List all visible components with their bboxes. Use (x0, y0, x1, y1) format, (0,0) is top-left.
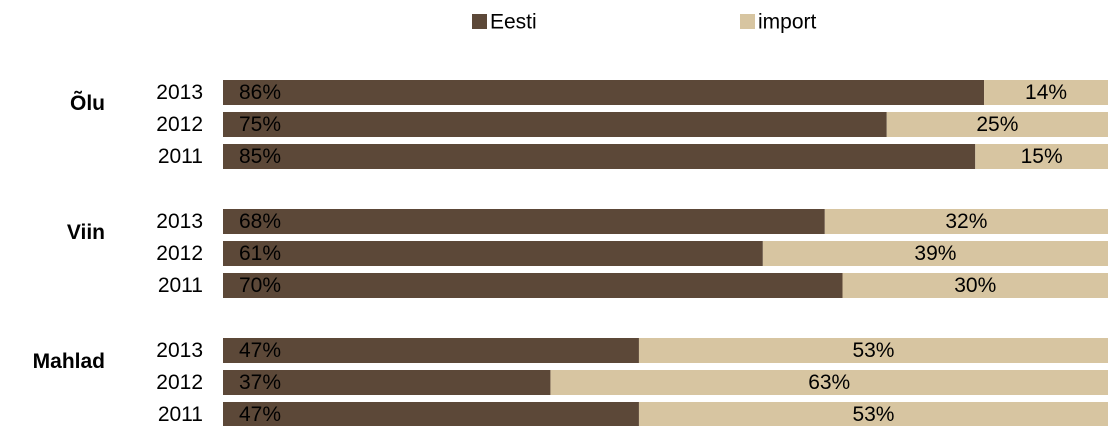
bar-segment (223, 209, 825, 234)
bar-segment (223, 273, 843, 298)
bar-segment (886, 112, 1108, 137)
value-label: 63% (808, 371, 850, 394)
category-label: 2011 (158, 403, 203, 426)
bar-segment (762, 241, 1108, 266)
value-label: 70% (239, 274, 281, 297)
value-label: 68% (239, 210, 281, 233)
value-label: 14% (1025, 81, 1067, 104)
group-label: Mahlad (33, 350, 105, 373)
bar-segment (975, 144, 1108, 169)
value-label: 53% (852, 403, 894, 426)
group-label: Viin (67, 221, 105, 244)
legend-label: import (758, 11, 817, 34)
category-label: 2012 (156, 113, 203, 136)
value-label: 85% (239, 145, 281, 168)
category-label: 2013 (156, 210, 203, 233)
value-label: 53% (852, 339, 894, 362)
bar-segment (638, 338, 1108, 363)
bar-segment (223, 241, 763, 266)
bar-segment (824, 209, 1108, 234)
value-label: 86% (239, 81, 281, 104)
value-label: 47% (239, 403, 281, 426)
legend-swatch (740, 14, 755, 29)
value-label: 25% (976, 113, 1018, 136)
value-label: 32% (945, 210, 987, 233)
value-label: 47% (239, 339, 281, 362)
bar-segment (223, 370, 551, 395)
bar-segment (984, 80, 1108, 105)
category-label: 2013 (156, 81, 203, 104)
bar-segment (550, 370, 1108, 395)
category-label: 2012 (156, 242, 203, 265)
group-label: Õlu (70, 91, 105, 115)
value-label: 61% (239, 242, 281, 265)
value-label: 37% (239, 371, 281, 394)
legend-swatch (472, 14, 487, 29)
value-label: 15% (1021, 145, 1063, 168)
bar-segment (638, 402, 1108, 426)
category-label: 2012 (156, 371, 203, 394)
value-label: 75% (239, 113, 281, 136)
category-label: 2013 (156, 339, 203, 362)
bar-segment (223, 144, 976, 169)
bar-segment (223, 338, 639, 363)
category-label: 2011 (158, 145, 203, 168)
category-label: 2011 (158, 274, 203, 297)
bar-segment (223, 402, 639, 426)
value-label: 39% (914, 242, 956, 265)
bar-segment (223, 112, 887, 137)
bar-segment (223, 80, 985, 105)
value-label: 30% (954, 274, 996, 297)
bar-segment (842, 273, 1108, 298)
legend-label: Eesti (490, 11, 537, 34)
